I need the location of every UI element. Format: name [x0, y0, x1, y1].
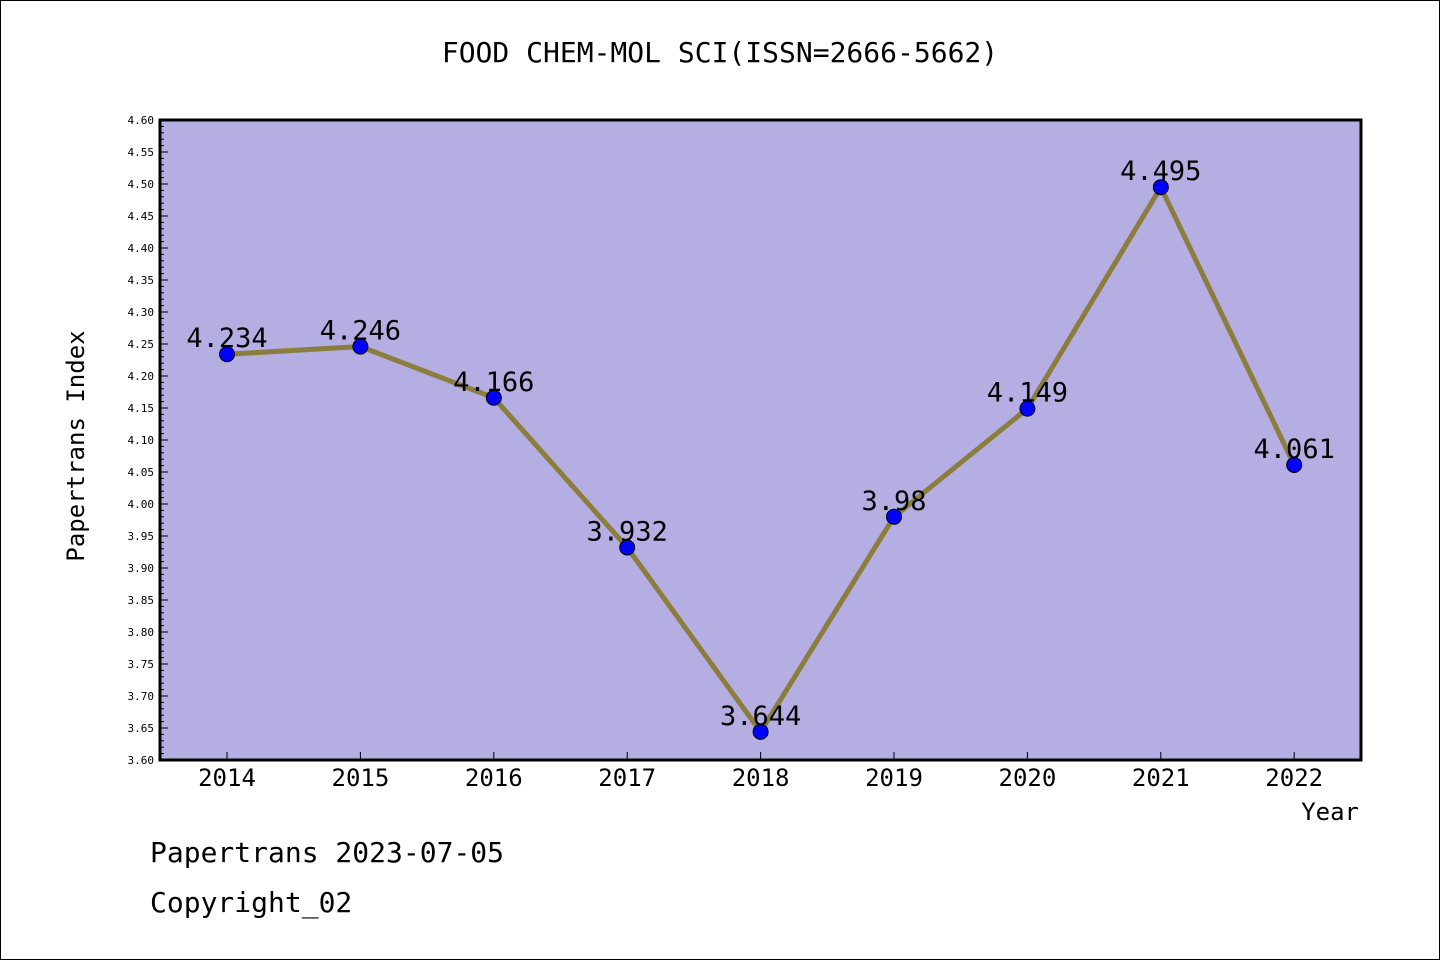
- y-tick-label: 3.75: [128, 658, 155, 671]
- data-label: 4.061: [1254, 434, 1335, 465]
- y-tick-label: 4.10: [128, 434, 155, 447]
- data-point: [219, 346, 235, 363]
- y-tick-label: 4.15: [128, 402, 155, 415]
- footer-date: Papertrans 2023-07-05: [150, 836, 505, 869]
- data-label: 3.644: [720, 701, 801, 732]
- data-label: 4.149: [987, 378, 1068, 409]
- y-tick-label: 4.00: [128, 498, 155, 511]
- data-point: [1286, 456, 1303, 473]
- x-tick-label: 2017: [598, 764, 656, 792]
- data-label: 4.166: [453, 367, 534, 398]
- data-point: [352, 338, 369, 355]
- y-tick-label: 3.85: [128, 594, 155, 607]
- y-tick-label: 3.80: [128, 626, 155, 639]
- data-point: [1019, 400, 1036, 417]
- data-point: [485, 389, 502, 406]
- data-label: 4.234: [186, 323, 267, 354]
- x-axis-label: Year: [1301, 798, 1359, 826]
- y-tick-label: 4.05: [128, 466, 155, 479]
- y-tick-label: 4.25: [128, 338, 155, 351]
- y-tick-label: 4.45: [128, 210, 155, 223]
- y-tick-label: 3.65: [128, 722, 155, 735]
- y-tick-label: 4.30: [128, 306, 155, 319]
- x-tick-label: 2016: [465, 764, 523, 792]
- y-tick-label: 4.55: [128, 146, 155, 159]
- y-tick-label: 3.90: [128, 562, 155, 575]
- y-axis: 3.60 3.65 3.70 3.75 3.80 3.85 3.90 3.95 4.00 4.05…: [128, 114, 168, 767]
- y-tick-label: 3.70: [128, 690, 155, 703]
- y-tick-label: 4.20: [128, 370, 155, 383]
- y-tick-label: 4.40: [128, 242, 155, 255]
- chart-title: FOOD CHEM-MOL SCI(ISSN=2666-5662): [441, 36, 999, 69]
- data-point: [752, 723, 769, 740]
- x-tick-label: 2022: [1265, 764, 1323, 792]
- data-label: 3.932: [587, 517, 668, 548]
- x-tick-label: 2015: [332, 764, 390, 792]
- x-tick-label: 2021: [1132, 764, 1190, 792]
- y-tick-label: 4.35: [128, 274, 155, 287]
- plot-area: [158, 118, 1363, 762]
- data-label: 4.246: [320, 316, 401, 347]
- x-tick-label: 2019: [865, 764, 923, 792]
- y-tick-label: 4.50: [128, 178, 155, 191]
- series-markers: [219, 179, 1303, 740]
- x-tick-label: 2014: [198, 764, 256, 792]
- x-tick-label: 2020: [999, 764, 1057, 792]
- data-labels: 4.234 4.246 4.166 3.932 3.644 3.98 4.149 4.495 4…: [186, 156, 1334, 732]
- y-tick-label: 4.60: [128, 114, 155, 127]
- data-label: 3.98: [861, 486, 926, 517]
- y-tick-label: 3.95: [128, 530, 155, 543]
- y-axis-label: Papertrans Index: [62, 330, 90, 561]
- data-point: [1152, 179, 1169, 196]
- x-tick-label: 2018: [732, 764, 790, 792]
- data-point: [619, 539, 636, 556]
- x-axis: 2014 2015 2016 2017 2018 2019 2020 2021 2022: [198, 752, 1323, 792]
- y-tick-label: 3.60: [128, 754, 155, 767]
- footer-copyright: Copyright_02: [150, 886, 353, 919]
- data-point: [886, 508, 902, 525]
- data-label: 4.495: [1120, 156, 1201, 187]
